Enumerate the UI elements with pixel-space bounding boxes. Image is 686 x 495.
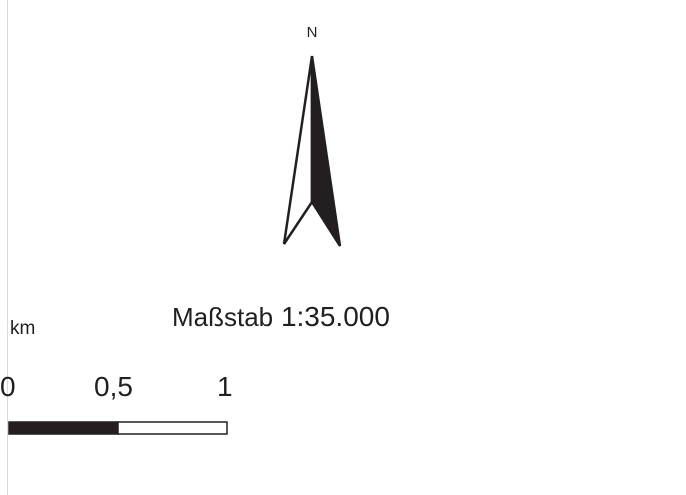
scalebar-tick-1: 1: [217, 371, 233, 402]
scale-ratio-label: Maßstab 1:35.000: [172, 300, 390, 334]
scalebar: [8, 421, 228, 435]
north-arrow-right-half: [310, 55, 342, 247]
scale-ratio: 1:35.000: [280, 301, 390, 332]
scalebar-segment-white: [117, 421, 228, 435]
scalebar-unit: km: [10, 318, 36, 339]
scalebar-segment-black: [8, 421, 119, 435]
north-label: N: [306, 24, 318, 41]
map-frame-edge: [7, 0, 8, 495]
scale-word: Maßstab: [172, 302, 274, 332]
north-arrow-left-half: [282, 55, 314, 245]
north-arrow-icon: [282, 55, 342, 247]
scalebar-tick-0: 0: [0, 371, 16, 402]
scalebar-tick-half: 0,5: [94, 371, 133, 402]
